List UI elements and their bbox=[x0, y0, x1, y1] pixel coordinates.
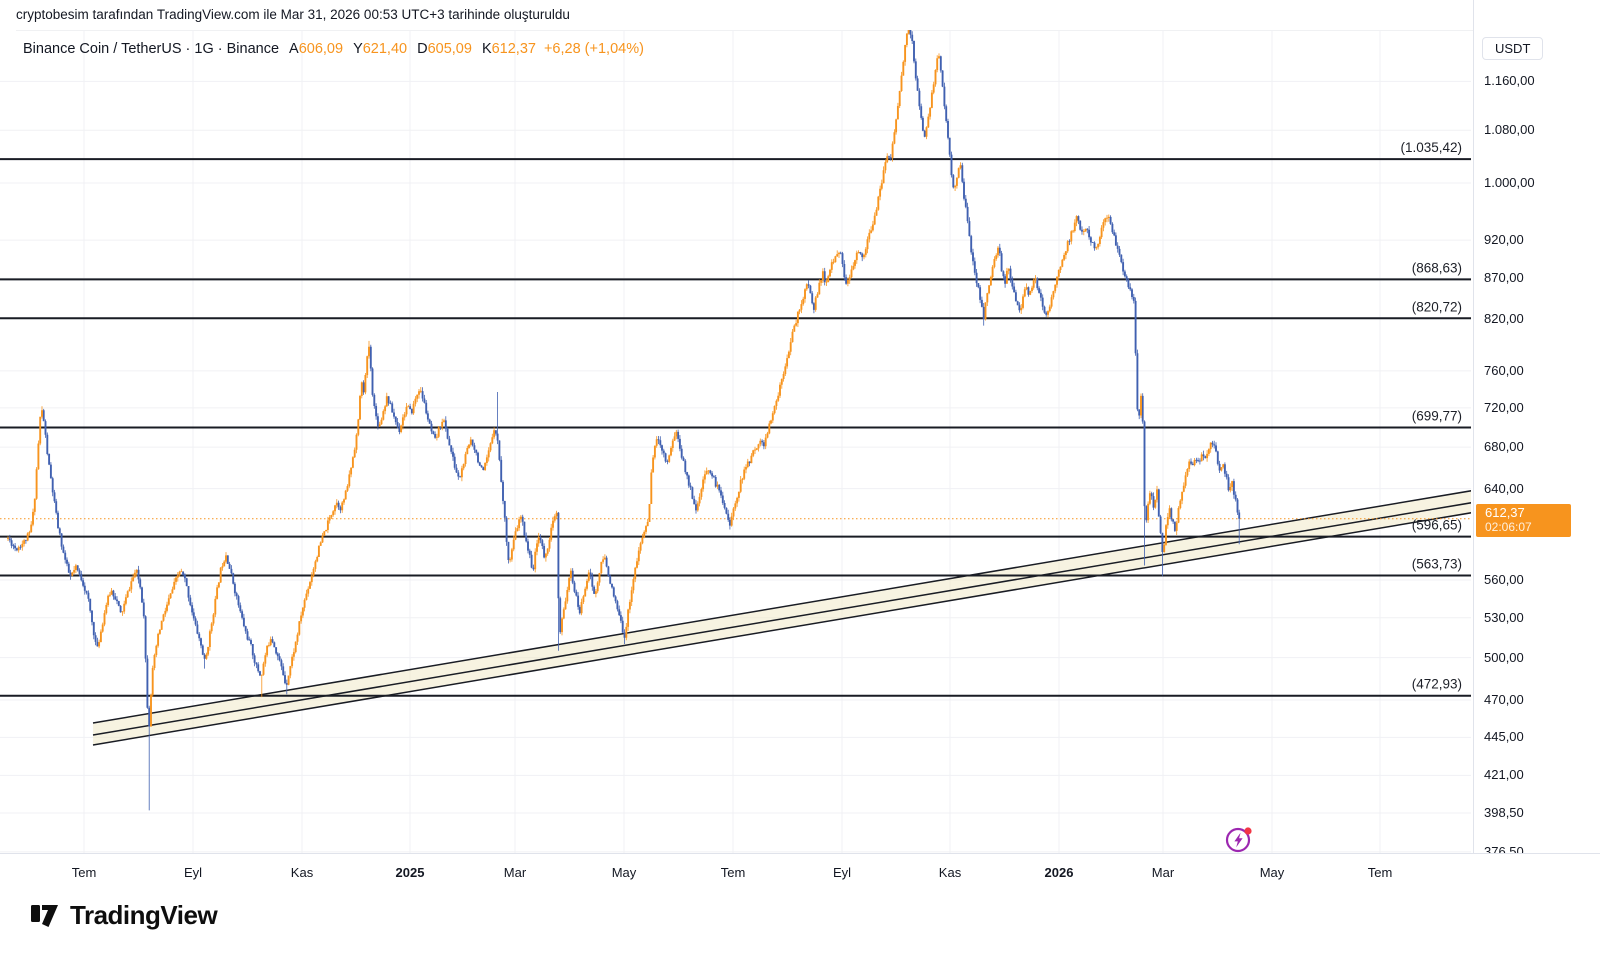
flash-marker-icon[interactable] bbox=[1224, 824, 1254, 854]
ohlc-label: A bbox=[289, 41, 299, 57]
price-tick-label: 1.000,00 bbox=[1484, 175, 1535, 190]
trend-channel[interactable] bbox=[92, 490, 1472, 746]
ohlc-value: 605,09 bbox=[427, 41, 472, 57]
price-tick-label: 398,50 bbox=[1484, 804, 1524, 820]
tradingview-logo-icon bbox=[31, 904, 58, 927]
price-tick-label: 820,00 bbox=[1484, 310, 1524, 326]
bar-countdown: 02:06:07 bbox=[1485, 519, 1532, 534]
ohlc-label: Y bbox=[353, 41, 363, 57]
time-axis-label[interactable]: May bbox=[1259, 865, 1285, 880]
time-axis[interactable]: Tem Eyl Kas 2025 Mar May Tem Eyl Kas 2026 Mar May Te… bbox=[0, 853, 1600, 891]
time-axis-label[interactable]: May bbox=[611, 865, 637, 880]
current-price: 612,37 bbox=[1485, 504, 1525, 520]
candlestick-chart[interactable]: (1.035,42) (868,63) (820,72) (699,77) (596,6… bbox=[0, 0, 1473, 853]
price-tick-label: 1.160,00 bbox=[1484, 73, 1535, 89]
time-axis-label[interactable]: Tem bbox=[1367, 865, 1393, 880]
time-axis-label[interactable]: Tem bbox=[720, 865, 746, 880]
attribution-text: cryptobesim tarafından TradingView.com i… bbox=[16, 7, 570, 22]
level-label: (1.035,42) bbox=[1400, 140, 1462, 155]
time-axis-label[interactable]: Eyl bbox=[832, 865, 852, 880]
time-axis-label[interactable]: 2025 bbox=[395, 865, 425, 880]
price-tick-label: 470,00 bbox=[1484, 691, 1524, 707]
ohlc-value: 621,40 bbox=[362, 41, 408, 57]
currency-chip[interactable]: USDT bbox=[1482, 37, 1544, 60]
symbol-title[interactable]: Binance Coin / TetherUS · 1G · Binance bbox=[23, 41, 280, 57]
lightning-bolt-icon bbox=[1234, 832, 1243, 848]
time-axis-label[interactable]: Kas bbox=[938, 865, 962, 880]
level-label: (699,77) bbox=[1412, 408, 1462, 423]
time-axis-label[interactable]: 2026 bbox=[1044, 865, 1074, 880]
price-tick-label: 680,00 bbox=[1484, 439, 1524, 455]
level-label: (563,73) bbox=[1412, 556, 1462, 571]
price-tick-label: 445,00 bbox=[1484, 729, 1524, 745]
price-tick-label: 760,00 bbox=[1484, 362, 1524, 378]
tradingview-logo[interactable]: TradingView bbox=[30, 900, 218, 931]
price-levels[interactable]: (1.035,42) (868,63) (820,72) (699,77) (596,6… bbox=[0, 140, 1471, 697]
current-price-badge: 612,37 02:06:07 bbox=[1476, 503, 1571, 537]
level-label: (596,65) bbox=[1412, 518, 1462, 533]
level-label: (868,63) bbox=[1412, 260, 1462, 275]
tradingview-logo-text: TradingView bbox=[70, 900, 218, 930]
symbol-header: Binance Coin / TetherUS · 1G · Binance A6… bbox=[23, 41, 644, 57]
price-tick-label: 560,00 bbox=[1484, 572, 1524, 587]
chart-pane[interactable]: (1.035,42) (868,63) (820,72) (699,77) (596,6… bbox=[0, 0, 1473, 853]
price-change: +6,28 (+1,04%) bbox=[543, 41, 644, 57]
price-tick-label: 720,00 bbox=[1484, 399, 1524, 415]
notification-dot bbox=[1244, 827, 1252, 835]
time-axis-label[interactable]: Tem bbox=[71, 865, 97, 880]
price-axis[interactable]: USDT 612,37 02:06:07 1.160,00 1.080,00 1.0… bbox=[1473, 0, 1600, 890]
ohlc-value: 606,09 bbox=[298, 41, 344, 57]
price-tick-label: 920,00 bbox=[1484, 232, 1524, 248]
ohlc-value: 612,37 bbox=[491, 41, 536, 57]
divider bbox=[16, 30, 1584, 31]
price-tick-label: 530,00 bbox=[1484, 609, 1524, 625]
level-label: (472,93) bbox=[1412, 677, 1462, 692]
time-axis-label[interactable]: Mar bbox=[503, 865, 527, 880]
price-tick-label: 640,00 bbox=[1484, 480, 1524, 496]
candle-series[interactable] bbox=[7, 22, 1241, 811]
level-label: (820,72) bbox=[1412, 299, 1462, 314]
ohlc-values: A606,09 Y621,40 D605,09 K612,37 bbox=[279, 41, 536, 57]
time-axis-label[interactable]: Mar bbox=[1151, 865, 1175, 880]
price-tick-label: 421,00 bbox=[1484, 767, 1524, 783]
price-tick-label: 500,00 bbox=[1484, 649, 1524, 665]
ohlc-label: K bbox=[481, 41, 492, 57]
time-axis-label[interactable]: Eyl bbox=[183, 865, 203, 880]
price-tick-label: 1.080,00 bbox=[1484, 122, 1535, 138]
time-axis-label[interactable]: Kas bbox=[290, 865, 314, 880]
price-tick-label: 870,00 bbox=[1484, 270, 1524, 286]
ohlc-label: D bbox=[417, 41, 428, 57]
